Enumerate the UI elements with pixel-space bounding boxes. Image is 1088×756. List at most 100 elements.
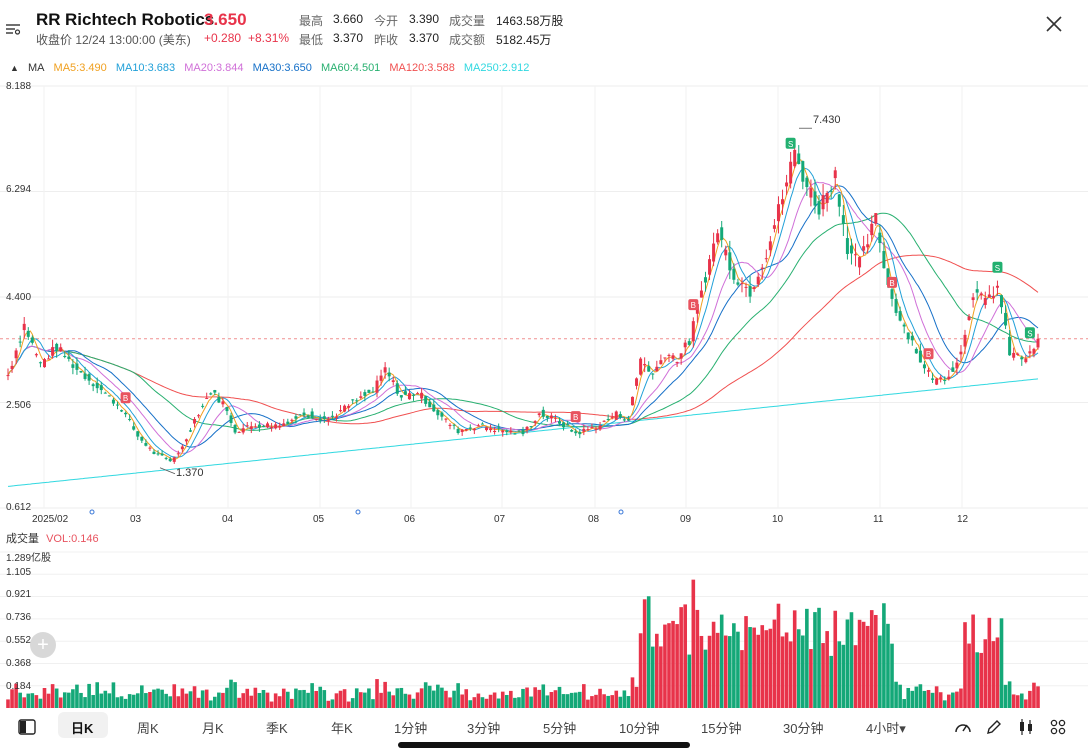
volume-bar (732, 623, 736, 708)
volume-bar (10, 689, 14, 708)
tab-3min[interactable]: 3分钟 (467, 721, 501, 736)
zoom-plus-button[interactable]: + (30, 632, 56, 658)
volume-bar (160, 689, 164, 708)
candle-body (1020, 357, 1024, 360)
volume-bar (756, 634, 760, 708)
ma-legend[interactable]: ▲ MA MA5:3.490 MA10:3.683 MA20:3.844 MA3… (10, 62, 535, 76)
tab-quarter-k[interactable]: 季K (266, 721, 288, 736)
ma-title: MA (27, 62, 45, 74)
tab-15min[interactable]: 15分钟 (701, 721, 742, 736)
candle-body (363, 392, 367, 396)
candle-body (509, 430, 513, 433)
ma-item: MA60:4.501 (320, 62, 381, 74)
candle-body (931, 378, 935, 380)
candle-body (359, 396, 363, 398)
tab-30min[interactable]: 30分钟 (783, 721, 824, 736)
volume-bar (728, 636, 732, 708)
candle-body (744, 286, 748, 288)
volume-bar (788, 641, 793, 708)
price-chart[interactable]: B B B B B S S S (0, 78, 1088, 528)
candle-body (995, 285, 999, 288)
volume-bar (959, 688, 963, 708)
volume-bar (302, 689, 306, 708)
buy-marker-label: B (123, 394, 128, 403)
candle-body (841, 215, 845, 224)
candlestick-icon[interactable] (1018, 718, 1034, 736)
stock-code: RR (36, 10, 61, 29)
candle-body (679, 353, 683, 359)
volume-bar (399, 687, 404, 708)
price-tick: 8.188 (6, 81, 32, 92)
candle-body (420, 392, 424, 399)
grid-menu-icon[interactable] (1050, 719, 1066, 735)
candle-body (18, 341, 22, 343)
tab-day-k[interactable]: 日K (71, 721, 94, 736)
candle-body (318, 418, 322, 421)
volume-bar (334, 693, 339, 708)
menu-icon[interactable] (4, 20, 22, 38)
volume-bar (906, 687, 911, 708)
volume-bar (865, 625, 870, 708)
tab-4hour[interactable]: 4小时▾ (866, 721, 906, 736)
tab-5min[interactable]: 5分钟 (543, 721, 577, 736)
volume-tick: 0.184 (6, 681, 32, 692)
candle-body (209, 393, 213, 395)
volume-bar (358, 692, 363, 708)
volume-bar (504, 694, 509, 708)
candle-body (395, 383, 399, 394)
volume-bar (813, 612, 817, 708)
volume-bar (269, 701, 274, 708)
candle-body (480, 423, 484, 425)
volume-bar (18, 692, 22, 708)
volume-bar (898, 684, 902, 708)
volume-bar (464, 689, 469, 708)
tab-week-k[interactable]: 周K (137, 721, 159, 736)
candle-body (136, 431, 140, 437)
candle-body (829, 190, 833, 192)
candle-body (675, 362, 679, 364)
sidebar-toggle-icon[interactable] (18, 719, 36, 735)
candle-body (659, 360, 663, 365)
candle-body (586, 429, 590, 431)
volume-bar (403, 693, 408, 708)
candle-body (452, 424, 456, 426)
tab-1min[interactable]: 1分钟 (394, 721, 428, 736)
candle-body (517, 430, 521, 432)
candle-body (387, 372, 391, 377)
tab-month-k[interactable]: 月K (202, 721, 224, 736)
volume-bar (172, 684, 177, 708)
volume-bar (180, 688, 185, 708)
collapse-triangle-icon[interactable]: ▲ (10, 63, 19, 73)
volume-bar (922, 690, 927, 708)
volume-bar (553, 690, 558, 708)
gauge-icon[interactable] (954, 719, 972, 735)
candle-body (379, 375, 383, 381)
volume-bar (890, 643, 894, 708)
close-icon[interactable] (1044, 14, 1064, 34)
candle-body (249, 426, 253, 429)
candle-body (687, 341, 691, 345)
candle-body (817, 201, 821, 215)
volume-bar (58, 697, 63, 708)
candle-body (939, 377, 943, 379)
volume-bar (395, 688, 400, 708)
candle-body (67, 356, 71, 359)
volume-bar (22, 697, 27, 708)
tab-year-k[interactable]: 年K (331, 721, 353, 736)
candle-body (22, 323, 26, 331)
volume-bar (1019, 693, 1024, 708)
volume-bar (38, 698, 43, 708)
sell-marker (992, 261, 1003, 273)
volume-bar (817, 607, 821, 708)
draw-pen-icon[interactable] (986, 719, 1002, 735)
candle-body (574, 431, 578, 434)
candle-body (87, 374, 91, 381)
candle-body (391, 380, 395, 383)
candle-body (805, 177, 809, 188)
volume-chart[interactable] (0, 546, 1088, 710)
tab-10min[interactable]: 10分钟 (619, 721, 660, 736)
candle-body (914, 348, 918, 354)
candle-body (201, 405, 205, 407)
candle-body (789, 161, 793, 184)
candle-body (103, 392, 107, 394)
